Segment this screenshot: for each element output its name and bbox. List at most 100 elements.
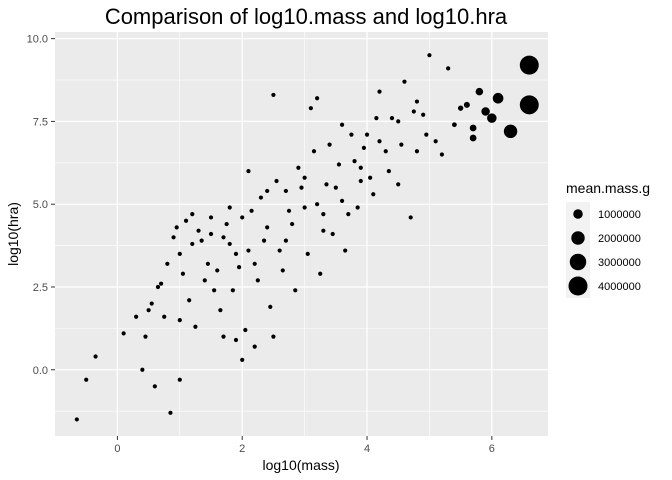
data-point: [196, 228, 201, 233]
data-point: [492, 92, 504, 104]
data-point: [315, 96, 320, 101]
data-point: [277, 248, 282, 253]
data-point: [265, 188, 270, 194]
data-point: [240, 357, 245, 362]
data-point: [463, 101, 470, 108]
data-point: [143, 334, 148, 339]
data-point: [333, 185, 338, 190]
y-tick-label: 7.5: [33, 116, 48, 128]
data-point: [218, 308, 223, 313]
data-point: [321, 212, 326, 217]
data-point: [283, 188, 288, 194]
data-point: [399, 142, 404, 147]
data-point: [408, 215, 413, 220]
data-point: [212, 288, 217, 293]
data-point: [349, 132, 354, 137]
y-tick-label: 0.0: [33, 365, 48, 377]
data-point: [433, 139, 438, 144]
data-point: [503, 124, 518, 139]
x-tick-label: 2: [239, 443, 245, 455]
data-point: [487, 113, 497, 123]
legend: mean.mass.g 1000000 2000000 3000000 4000000: [566, 180, 650, 298]
y-tick-label: 5.0: [33, 199, 48, 211]
legend-key-circle: [573, 209, 583, 219]
data-point: [221, 334, 226, 339]
x-tick-label: 0: [114, 443, 120, 455]
data-point: [155, 284, 161, 290]
data-point: [168, 410, 173, 415]
data-point: [324, 182, 329, 187]
scatter-points: [74, 53, 539, 422]
data-point: [374, 115, 379, 121]
data-point: [519, 95, 539, 115]
data-point: [321, 228, 326, 233]
data-point: [208, 215, 214, 220]
data-point: [177, 377, 182, 382]
data-point: [386, 168, 391, 174]
data-point: [84, 377, 89, 382]
data-point: [396, 119, 401, 124]
data-point: [265, 225, 270, 230]
data-point: [358, 165, 363, 170]
legend-label: 3000000: [598, 257, 641, 269]
data-point: [519, 55, 539, 75]
data-point: [233, 337, 239, 343]
data-point: [336, 162, 342, 167]
data-point: [230, 288, 235, 293]
y-tick-label: 2.5: [33, 282, 48, 294]
data-point: [318, 271, 323, 276]
data-point: [74, 417, 79, 422]
data-point: [383, 149, 388, 154]
data-point: [121, 331, 126, 336]
legend-label: 1000000: [598, 209, 641, 221]
data-point: [308, 106, 313, 111]
data-point: [446, 66, 451, 71]
data-point: [162, 314, 167, 319]
data-point: [252, 344, 257, 349]
data-point: [274, 178, 279, 184]
legend-key-circle: [571, 231, 585, 245]
data-point: [299, 185, 304, 190]
data-point: [177, 251, 182, 256]
data-point: [330, 231, 335, 237]
data-point: [352, 159, 357, 164]
y-axis-ticks: 0.0 2.5 5.0 7.5 10.0: [27, 34, 55, 377]
data-point: [296, 165, 301, 170]
data-point: [414, 149, 420, 154]
data-point: [268, 304, 273, 309]
data-point: [411, 109, 416, 114]
legend-label: 2000000: [598, 233, 641, 245]
data-point: [377, 139, 382, 144]
data-point: [193, 324, 198, 329]
x-tick-label: 6: [489, 443, 495, 455]
data-point: [165, 261, 170, 266]
data-point: [469, 134, 477, 142]
data-point: [389, 115, 395, 121]
data-point: [187, 298, 192, 303]
data-point: [227, 205, 232, 210]
data-point: [190, 241, 195, 247]
y-tick-label: 10.0: [27, 34, 48, 46]
data-point: [283, 238, 288, 243]
data-point: [293, 288, 298, 293]
legend-label: 4000000: [598, 281, 641, 293]
x-axis-ticks: 0 2 4 6: [114, 436, 495, 455]
data-point: [93, 354, 98, 359]
x-tick-label: 4: [364, 443, 370, 455]
data-point: [377, 89, 382, 94]
data-point: [475, 87, 484, 96]
data-point: [311, 149, 317, 154]
data-point: [149, 301, 154, 306]
data-point: [240, 215, 245, 220]
data-point: [457, 105, 464, 111]
data-point: [315, 202, 320, 207]
data-point: [358, 178, 363, 184]
data-point: [261, 238, 267, 243]
data-point: [271, 92, 276, 98]
legend-title: mean.mass.g: [566, 180, 650, 196]
data-point: [221, 235, 226, 240]
data-point: [368, 175, 373, 180]
data-point: [421, 112, 426, 117]
data-point: [249, 208, 254, 213]
data-point: [236, 265, 242, 270]
